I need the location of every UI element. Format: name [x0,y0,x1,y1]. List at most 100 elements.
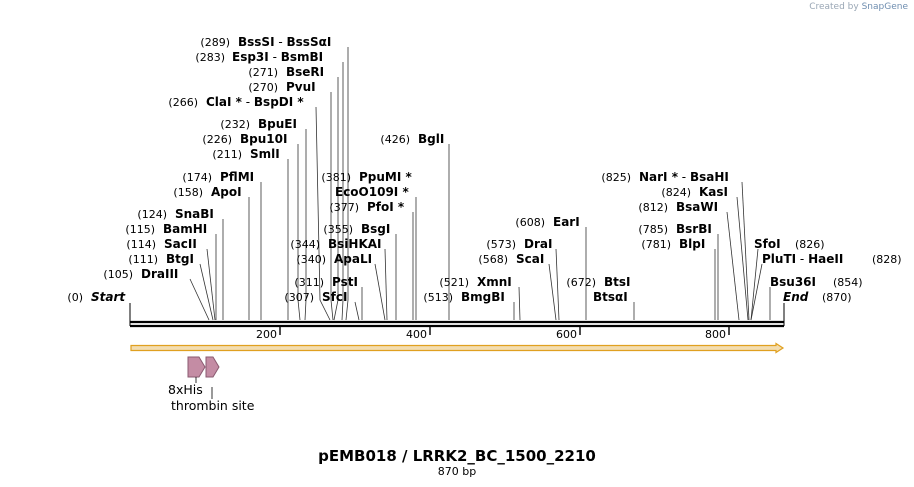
site-label: PpuMI * [359,170,413,184]
site-label: BglI [418,132,444,146]
site-label: (105) [103,268,133,281]
site-separator: - [275,35,287,49]
site-label: (377) [329,201,359,214]
leader-bpuei [304,129,307,321]
site-label: SacII [164,237,197,251]
site-name: BssSαI [287,35,332,49]
feature-8xhis-arrow [187,356,206,378]
site-label: (426) [380,133,410,146]
site-labels: (289) BssSI - BssSαI (283) Esp3I - BsmBI… [103,35,901,304]
site-label: BlpI [679,237,705,251]
end-label: End [783,290,809,304]
site-label: ApoI [211,185,242,199]
site-star: * [293,95,304,109]
site-separator: - [678,170,690,184]
site-label: BseRI [286,65,324,79]
site-label: ClaI * - BspDI * [206,95,304,109]
site-name: PpuMI [359,170,401,184]
site-label: (854) [833,276,863,289]
site-label: (828) [872,253,902,266]
site-label: (289) [200,36,230,49]
site-label: (781) [641,238,671,251]
leader-bseri [333,77,339,321]
leader-sfci [354,301,360,321]
site-label: BpuEI [258,117,297,131]
site-name: PluTI [762,252,796,266]
site-label: SmlI [250,147,280,161]
site-label: (381) [321,171,351,184]
feature-thrombin-arrow [205,356,220,378]
site-label: (785) [638,223,668,236]
site-label: (568) [478,253,508,266]
leader-pvui [330,92,334,321]
site-label: (211) [212,148,242,161]
site-label: Bpu10I [240,132,287,146]
site-label: (826) [795,238,825,251]
site-label: (513) [423,291,453,304]
site-label: (226) [202,133,232,146]
leader-esp3i [341,62,344,321]
site-label: (232) [220,118,250,131]
site-label: PluTI - HaeII [762,252,843,266]
site-label: NarI * - BsaHI [639,170,729,184]
site-leaders [189,47,771,321]
credit-prefix: Created by [809,2,859,12]
leader-sfoi [750,248,759,321]
site-label: SfoI [754,237,781,251]
site-separator: - [242,95,254,109]
site-label: BsaWI [676,200,718,214]
map-length: 870 bp [437,465,477,478]
site-label: (115) [125,223,155,236]
site-label: PfoI * [367,200,405,214]
site-label: (812) [638,201,668,214]
site-name: BsmBI [281,50,323,64]
site-label: (114) [126,238,156,251]
feature-label-thrombin: thrombin site [171,398,255,413]
leader-bsawi [726,211,740,321]
site-label: (124) [137,208,167,221]
leader-clai [315,106,331,321]
site-label: (824) [661,186,691,199]
site-star: * [394,200,405,214]
end-position: (870) [822,291,852,304]
leader-scai [548,263,557,321]
site-label: (266) [168,96,198,109]
site-label: Bsu36I [770,275,816,289]
site-name: HaeII [808,252,843,266]
site-name: BsaHI [690,170,729,184]
site-name: BssSI [238,35,275,49]
site-label: (340) [296,253,326,266]
site-label: DraI [524,237,552,251]
site-label: BmgBI [461,290,505,304]
site-label: (311) [294,276,324,289]
site-label: (355) [323,223,353,236]
site-label: PvuI [286,80,316,94]
site-separator: - [269,50,281,64]
start-label: Start [91,290,126,304]
site-label: BamHI [163,222,207,236]
site-name: PfoI [367,200,394,214]
site-label: ScaI [516,252,544,266]
site-label: PflMI [220,170,254,184]
site-label: BtgI [166,252,194,266]
site-label: Esp3I - BsmBI [232,50,323,64]
site-label: ApaLI [334,252,372,266]
leader-bsihkai [384,248,388,321]
site-label: (270) [248,81,278,94]
snapgene-credit: Created by SnapGene [809,2,908,12]
site-label: BsgI [361,222,390,236]
feature-label-8xhis: 8xHis [168,382,203,397]
tick-label: 800 [705,328,726,341]
tick-label: 600 [556,328,577,341]
snapgene-brand: SnapGene [861,2,908,12]
site-name: NarI [639,170,668,184]
site-label: (825) [601,171,631,184]
leader-drai [555,248,560,321]
site-name: ClaI [206,95,231,109]
site-label: BtsI [604,275,631,289]
site-label: BsiHKAI [328,237,382,251]
site-star: * [668,170,679,184]
leader-apali [374,263,386,321]
leader-pluti [750,263,763,321]
